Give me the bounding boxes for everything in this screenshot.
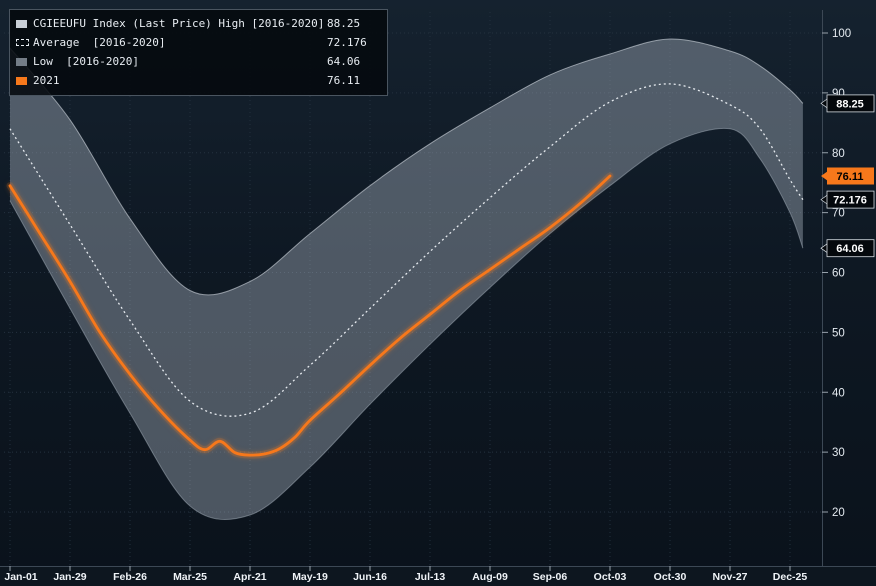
x-axis-tick-label: Aug-09 — [472, 571, 508, 583]
legend-label-average: Average [2016-2020] — [33, 36, 166, 49]
legend-item-low[interactable]: Low [2016-2020] 64.06 — [16, 52, 379, 71]
x-axis-tick-label: Jan-29 — [53, 571, 86, 583]
high-low-range-band — [10, 38, 803, 520]
x-axis-tick-label: Apr-21 — [233, 571, 266, 583]
y-axis-tick-label: 70 — [832, 208, 845, 220]
axis-marker-label: 72.176 — [833, 195, 867, 207]
x-axis-tick-label: Feb-26 — [113, 571, 147, 583]
x-axis-tick-label: Jul-13 — [415, 571, 446, 583]
x-axis-tick-label: Jun-16 — [353, 571, 387, 583]
legend-label-low: Low [2016-2020] — [33, 55, 139, 68]
high-swatch-icon — [16, 19, 27, 28]
x-axis-tick-label: Sep-06 — [533, 571, 568, 583]
legend-value-average: 72.176 — [327, 36, 367, 49]
x-axis-tick-label: Oct-30 — [654, 571, 687, 583]
x-axis-tick-label: Nov-27 — [712, 571, 747, 583]
legend-value-low: 64.06 — [327, 55, 361, 68]
axis-marker-badge-88.25: 88.25 — [820, 94, 875, 113]
y-axis-tick-label: 30 — [832, 447, 845, 459]
average-dashed-swatch-icon — [16, 39, 29, 46]
y-axis-tick-label: 100 — [832, 28, 851, 40]
x-axis-strip — [0, 567, 876, 586]
x-axis-tick-label: Dec-25 — [773, 571, 808, 583]
axis-marker-badge-76.11: 76.11 — [821, 167, 874, 185]
x-axis-tick-label: May-19 — [292, 571, 328, 583]
axis-marker-label: 64.06 — [836, 243, 864, 255]
low-edge-line — [9, 127, 804, 521]
legend-item-average[interactable]: Average [2016-2020] 72.176 — [16, 33, 379, 52]
y-axis-tick-label: 50 — [832, 327, 845, 339]
legend-value-2021: 76.11 — [327, 74, 361, 87]
chart-legend: CGIEEUFU Index (Last Price) High [2016-2… — [9, 9, 388, 96]
y-axis-tick-label: 80 — [832, 148, 845, 160]
y-axis-tick-label: 40 — [832, 387, 845, 399]
legend-label-2021: 2021 — [33, 74, 60, 87]
axis-marker-badge-64.06: 64.06 — [820, 239, 875, 258]
y-axis-tick-label: 60 — [832, 268, 845, 280]
y-axis-tick-label: 20 — [832, 507, 845, 519]
x-axis-tick-label: Jan-01 — [4, 571, 37, 583]
legend-value-high: 88.25 — [327, 17, 361, 30]
legend-item-high[interactable]: CGIEEUFU Index (Last Price) High [2016-2… — [16, 14, 379, 33]
series-2021-line — [8, 174, 612, 457]
x-axis-tick-label: Oct-03 — [594, 571, 627, 583]
high-edge-line — [9, 38, 804, 296]
series-2021-swatch-icon — [16, 76, 27, 85]
legend-item-2021[interactable]: 2021 76.11 — [16, 71, 379, 90]
axis-marker-label: 76.11 — [837, 171, 864, 183]
low-swatch-icon — [16, 57, 27, 66]
axis-marker-badge-72.176: 72.176 — [820, 190, 875, 209]
axis-marker-label: 88.25 — [836, 98, 864, 110]
legend-label-high: CGIEEUFU Index (Last Price) High [2016-2… — [33, 17, 325, 30]
x-axis-tick-label: Mar-25 — [173, 571, 207, 583]
